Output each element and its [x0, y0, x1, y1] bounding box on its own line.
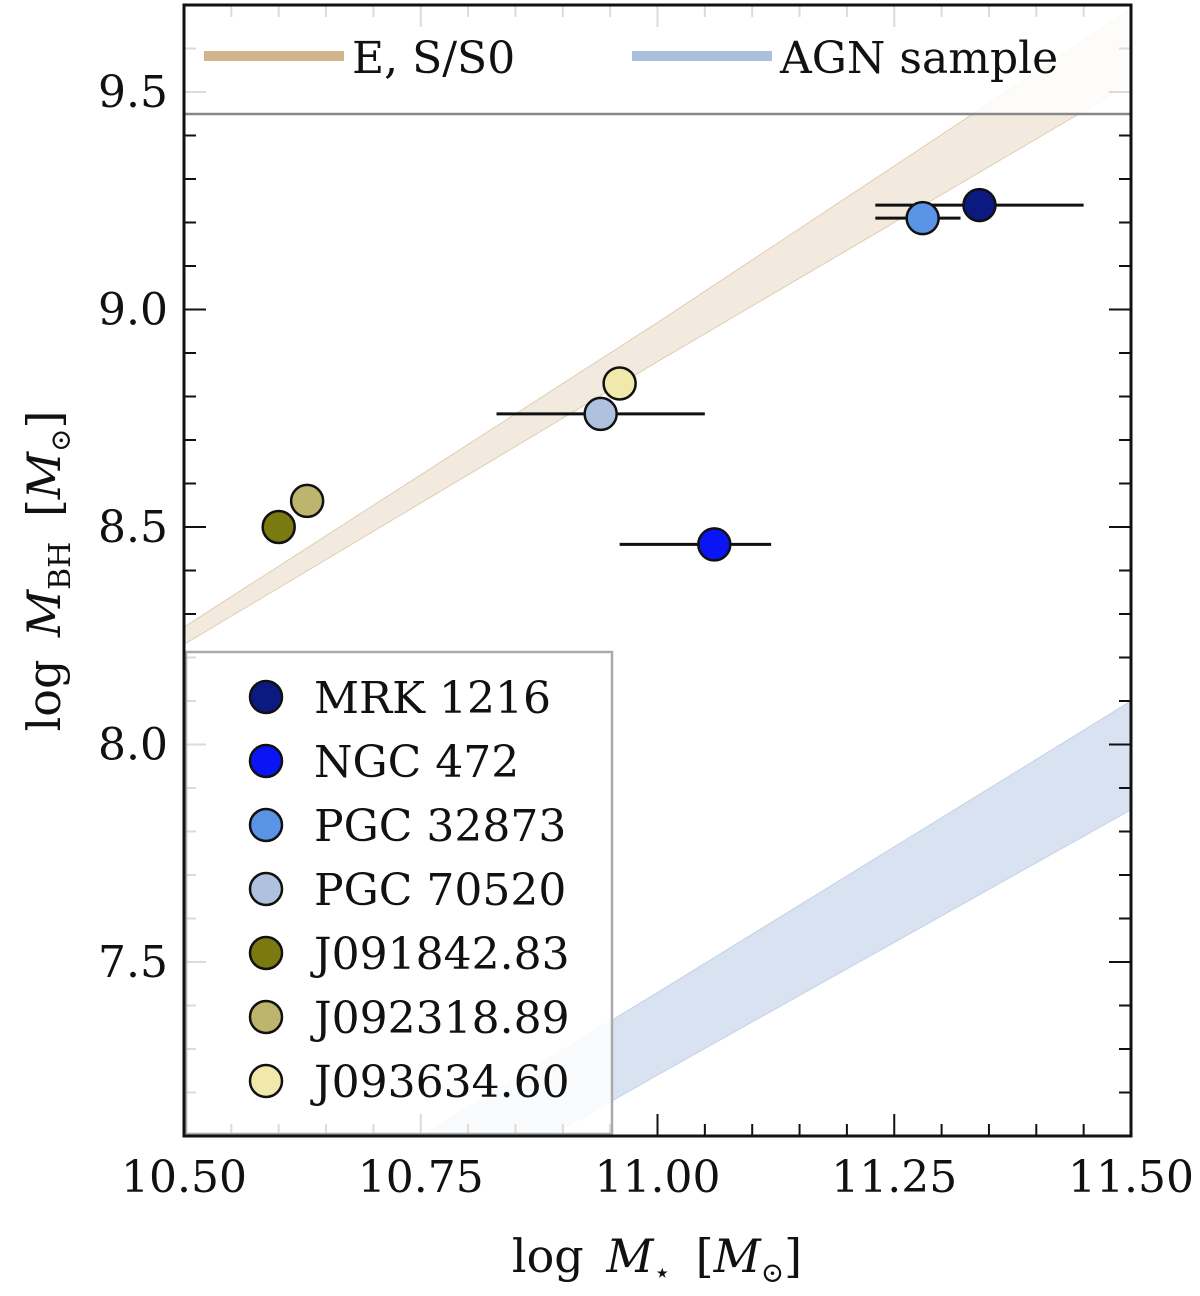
legend-marker	[248, 743, 284, 779]
series-legend: MRK 1216 NGC 472 PGC 32873 PGC 70520 J091842…	[184, 650, 614, 1136]
legend-label: J093634.60	[310, 1057, 570, 1108]
legend-label: PGC 70520	[314, 865, 566, 916]
confidence-bands	[184, 8, 1131, 1136]
x-tick-label: 11.50	[1068, 1152, 1194, 1203]
axis-ticks: 10.50 10.75 11.00 11.25 11.50 7.5 8.0 8.5 9.0 9.5	[98, 5, 1194, 1203]
y-tick-label: 7.5	[98, 937, 168, 988]
legend-label: NGC 472	[314, 737, 519, 788]
top-legend: E, S/S0 AGN sample	[184, 6, 1131, 116]
data-point-j092318-89	[289, 483, 325, 519]
x-tick-label: 11.25	[831, 1152, 957, 1203]
data-point-pgc-32873	[905, 200, 940, 236]
y-axis-label-unit-close: ]	[17, 411, 71, 429]
x-axis-label-unit-open: [	[696, 1229, 714, 1283]
x-axis-label-prefix: log	[512, 1229, 584, 1283]
top-legend-label: AGN sample	[779, 33, 1058, 84]
legend-marker	[248, 999, 284, 1035]
plot-frame	[182, 3, 1133, 1138]
data-point-pgc-70520	[583, 396, 618, 432]
top-legend-label: E, S/S0	[352, 33, 515, 84]
x-tick-label: 10.75	[358, 1152, 484, 1203]
band-0	[184, 8, 1131, 646]
data-point-j091842-83	[261, 509, 296, 545]
y-tick-label: 9.0	[98, 285, 168, 336]
y-axis-label-unit-open: [	[17, 499, 71, 517]
legend-marker	[248, 935, 284, 971]
legend-marker	[248, 871, 284, 907]
data-point-j093634-60	[602, 366, 637, 401]
legend-marker	[248, 679, 284, 715]
y-axis-label-unit-symbol: M	[17, 450, 71, 500]
x-tick-label: 10.50	[121, 1152, 247, 1203]
y-axis-label-unit-subscript: ⊙	[44, 428, 77, 451]
x-axis-label-unit-symbol: M	[713, 1229, 763, 1283]
legend-label: PGC 32873	[314, 801, 566, 852]
legend-label: MRK 1216	[314, 673, 551, 724]
y-tick-label: 8.0	[98, 720, 168, 771]
x-axis-label-unit-close: ]	[784, 1229, 802, 1283]
legend-label: J092318.89	[310, 993, 570, 1044]
y-axis-label-subscript: BH	[43, 542, 78, 590]
data-point-ngc-472	[697, 527, 732, 562]
data-point-mrk-1216	[962, 187, 997, 223]
legend-label: J091842.83	[310, 929, 570, 980]
y-tick-label: 8.5	[98, 502, 168, 553]
x-axis-label-subscript: ⋆	[653, 1256, 671, 1289]
band-1	[419, 700, 1131, 1136]
y-axis-label-prefix: log	[17, 660, 71, 732]
x-axis-label-unit-subscript: ⊙	[761, 1256, 784, 1289]
x-tick-label: 11.00	[595, 1152, 721, 1203]
y-axis-label-symbol: M	[17, 588, 71, 638]
x-axis-label: log M⋆ [M⊙]	[512, 1229, 802, 1293]
data-points	[261, 187, 997, 562]
y-tick-label: 9.5	[98, 67, 168, 118]
legend-marker	[248, 1063, 284, 1099]
x-axis-label-symbol: M	[605, 1229, 655, 1283]
y-axis-label: log MBH [M⊙]	[17, 411, 81, 732]
legend-marker	[248, 807, 284, 843]
